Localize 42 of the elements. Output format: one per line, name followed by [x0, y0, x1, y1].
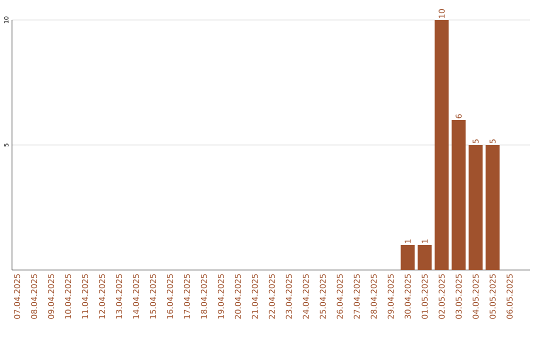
data-label: 1 [422, 239, 428, 243]
x-tick-label: 21.04.2025 [252, 274, 258, 319]
data-label: 6 [456, 114, 462, 118]
bar [418, 245, 432, 270]
x-tick-label: 10.04.2025 [65, 274, 72, 318]
x-tick-label: 09.04.2025 [48, 274, 54, 319]
data-label: 5 [490, 139, 496, 144]
data-label: 10 [438, 9, 445, 18]
data-label: 1 [404, 239, 411, 243]
bar [400, 245, 415, 270]
x-tick-label: 30.04.2025 [404, 274, 411, 319]
bar [468, 145, 483, 270]
x-tick-label: 29.04.2025 [388, 274, 394, 319]
x-tick-label: 08.04.2025 [31, 274, 38, 319]
x-tick-label: 13.04.2025 [116, 274, 122, 318]
bar [434, 20, 449, 270]
x-tick-label: 06.05.2025 [506, 274, 513, 319]
x-tick-label: 15.04.2025 [150, 274, 156, 318]
x-tick-label: 14.04.2025 [132, 274, 140, 318]
x-tick-label: 07.04.2025 [14, 274, 20, 319]
x-tick-label: 12.04.2025 [98, 274, 106, 318]
x-tick-label: 01.05.2025 [422, 274, 428, 319]
bar [452, 120, 466, 270]
x-tick-label: 11.04.2025 [82, 274, 88, 318]
x-tick-label: 05.05.2025 [490, 274, 496, 319]
x-tick-label: 26.04.2025 [336, 274, 343, 319]
x-tick-label: 27.04.2025 [354, 274, 360, 319]
x-tick-label: 03.05.2025 [456, 274, 462, 319]
x-tick-label: 04.05.2025 [472, 274, 479, 319]
x-tick-label: 24.04.2025 [302, 274, 309, 319]
x-tick-label: 17.04.2025 [184, 274, 190, 318]
x-tick-label: 20.04.2025 [234, 274, 241, 319]
x-tick-label: 28.04.2025 [370, 274, 377, 319]
x-tick-label: 18.04.2025 [200, 274, 207, 318]
x-tick-label: 23.04.2025 [286, 274, 292, 319]
x-tick-label: 22.04.2025 [268, 274, 275, 319]
bar [486, 145, 500, 270]
data-label: 5 [472, 139, 479, 144]
x-tick-label: 25.04.2025 [320, 274, 326, 319]
x-tick-label: 19.04.2025 [218, 274, 224, 318]
x-tick-label: 16.04.2025 [166, 274, 173, 318]
x-tick-label: 02.05.2025 [438, 274, 445, 319]
